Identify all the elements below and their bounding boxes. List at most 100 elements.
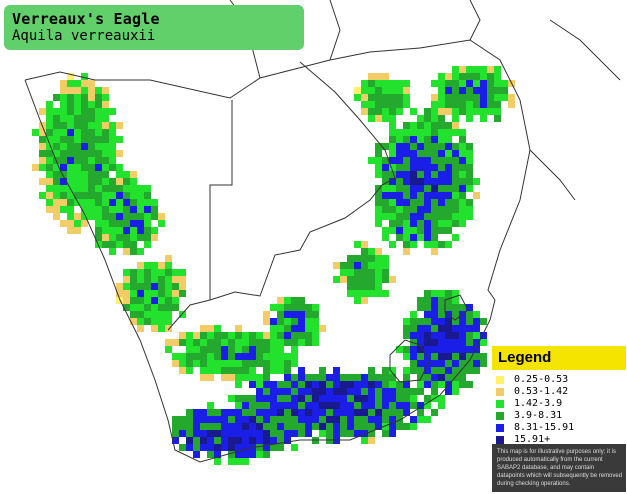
occurrence-cell bbox=[424, 241, 431, 248]
occurrence-cell bbox=[88, 129, 95, 136]
occurrence-cell bbox=[382, 185, 389, 192]
occurrence-cell bbox=[361, 416, 368, 423]
occurrence-cell bbox=[193, 451, 200, 458]
occurrence-cell bbox=[298, 332, 305, 339]
occurrence-cell bbox=[438, 80, 445, 87]
occurrence-cell bbox=[452, 304, 459, 311]
occurrence-cell bbox=[466, 164, 473, 171]
occurrence-cell bbox=[193, 346, 200, 353]
occurrence-cell bbox=[410, 199, 417, 206]
occurrence-cell bbox=[130, 185, 137, 192]
occurrence-cell bbox=[396, 416, 403, 423]
occurrence-cell bbox=[417, 332, 424, 339]
occurrence-cell bbox=[438, 213, 445, 220]
occurrence-cell bbox=[410, 234, 417, 241]
occurrence-cell bbox=[417, 206, 424, 213]
occurrence-cell bbox=[417, 339, 424, 346]
occurrence-cell bbox=[102, 87, 109, 94]
occurrence-cell bbox=[200, 374, 207, 381]
occurrence-cell bbox=[389, 101, 396, 108]
occurrence-cell bbox=[186, 339, 193, 346]
occurrence-cell bbox=[431, 108, 438, 115]
occurrence-cell bbox=[340, 423, 347, 430]
occurrence-cell bbox=[354, 388, 361, 395]
occurrence-cell bbox=[438, 73, 445, 80]
occurrence-cell bbox=[396, 136, 403, 143]
occurrence-cell bbox=[214, 367, 221, 374]
occurrence-cell bbox=[431, 94, 438, 101]
occurrence-cell bbox=[130, 234, 137, 241]
occurrence-cell bbox=[326, 388, 333, 395]
occurrence-cell bbox=[32, 129, 39, 136]
occurrence-cell bbox=[60, 185, 67, 192]
occurrence-cell bbox=[270, 409, 277, 416]
occurrence-cell bbox=[382, 94, 389, 101]
occurrence-cell bbox=[340, 276, 347, 283]
occurrence-cell bbox=[221, 423, 228, 430]
occurrence-cell bbox=[242, 346, 249, 353]
occurrence-cell bbox=[466, 80, 473, 87]
occurrence-cell bbox=[445, 122, 452, 129]
occurrence-cell bbox=[389, 115, 396, 122]
occurrence-cell bbox=[452, 115, 459, 122]
occurrence-cell bbox=[137, 192, 144, 199]
occurrence-cell bbox=[417, 220, 424, 227]
occurrence-cell bbox=[375, 276, 382, 283]
occurrence-cell bbox=[347, 255, 354, 262]
occurrence-cell bbox=[158, 311, 165, 318]
occurrence-cell bbox=[95, 129, 102, 136]
occurrence-cell bbox=[375, 171, 382, 178]
occurrence-cell bbox=[487, 73, 494, 80]
occurrence-cell bbox=[445, 164, 452, 171]
occurrence-cell bbox=[228, 360, 235, 367]
occurrence-cell bbox=[291, 395, 298, 402]
occurrence-cell bbox=[466, 325, 473, 332]
occurrence-cell bbox=[53, 115, 60, 122]
occurrence-cell bbox=[137, 318, 144, 325]
occurrence-cell bbox=[144, 276, 151, 283]
occurrence-cell bbox=[368, 248, 375, 255]
occurrence-cell bbox=[361, 241, 368, 248]
occurrence-cell bbox=[368, 423, 375, 430]
occurrence-cell bbox=[431, 213, 438, 220]
occurrence-cell bbox=[305, 304, 312, 311]
occurrence-cell bbox=[186, 444, 193, 451]
occurrence-cell bbox=[445, 101, 452, 108]
occurrence-cell bbox=[109, 164, 116, 171]
occurrence-cell bbox=[424, 178, 431, 185]
occurrence-cell bbox=[410, 157, 417, 164]
occurrence-cell bbox=[424, 213, 431, 220]
occurrence-cell bbox=[375, 80, 382, 87]
occurrence-cell bbox=[375, 423, 382, 430]
occurrence-cell bbox=[95, 150, 102, 157]
occurrence-cell bbox=[466, 304, 473, 311]
occurrence-cell bbox=[473, 318, 480, 325]
occurrence-cell bbox=[102, 206, 109, 213]
occurrence-cell bbox=[389, 220, 396, 227]
occurrence-cell bbox=[459, 360, 466, 367]
occurrence-cell bbox=[361, 402, 368, 409]
occurrence-cell bbox=[95, 213, 102, 220]
occurrence-cell bbox=[214, 409, 221, 416]
occurrence-cell bbox=[249, 332, 256, 339]
occurrence-cell bbox=[403, 234, 410, 241]
occurrence-cell bbox=[431, 115, 438, 122]
occurrence-cell bbox=[137, 290, 144, 297]
occurrence-cell bbox=[445, 360, 452, 367]
occurrence-cell bbox=[74, 94, 81, 101]
occurrence-cell bbox=[480, 94, 487, 101]
occurrence-cell bbox=[354, 241, 361, 248]
occurrence-cell bbox=[431, 367, 438, 374]
occurrence-cell bbox=[249, 402, 256, 409]
occurrence-cell bbox=[417, 318, 424, 325]
occurrence-cell bbox=[179, 311, 186, 318]
occurrence-cell bbox=[424, 206, 431, 213]
occurrence-cell bbox=[284, 430, 291, 437]
occurrence-cell bbox=[88, 108, 95, 115]
occurrence-cell bbox=[144, 311, 151, 318]
occurrence-cell bbox=[459, 220, 466, 227]
occurrence-cell bbox=[438, 374, 445, 381]
occurrence-cell bbox=[382, 171, 389, 178]
occurrence-cell bbox=[277, 339, 284, 346]
occurrence-cell bbox=[417, 115, 424, 122]
